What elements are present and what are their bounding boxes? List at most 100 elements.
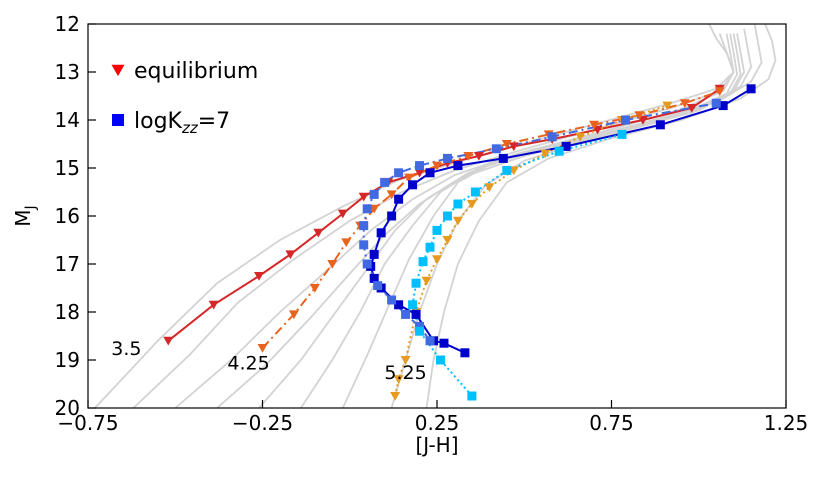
series-4-point-2 <box>439 338 449 348</box>
series-1-point-7 <box>358 192 369 202</box>
series-1-point-4 <box>285 250 296 260</box>
series-4-point-10 <box>376 228 386 238</box>
series-5-point-16 <box>547 132 557 142</box>
series-2-point-17 <box>714 87 725 96</box>
series-2-point-12 <box>501 140 512 149</box>
x-tick-label: 1.25 <box>764 411 809 435</box>
annotation-label-1: 3.5 <box>111 338 141 360</box>
x-tick-label: −0.75 <box>57 411 118 435</box>
series-5-point-11 <box>380 177 390 187</box>
series-1-point-6 <box>337 209 348 219</box>
series-2-point-15 <box>634 111 645 120</box>
y-tick-label: 20 <box>55 396 80 420</box>
series-5-point-2 <box>415 321 425 331</box>
series-6-point-4 <box>408 300 418 310</box>
background-track-8 <box>390 24 763 408</box>
annotation-label-2: 4.25 <box>227 353 269 375</box>
series-5-point-8 <box>359 221 369 231</box>
annotation-label-3: 5.25 <box>384 362 426 384</box>
series-4-point-17 <box>561 141 571 151</box>
series-4-point-14 <box>425 168 435 178</box>
series-3-point-2 <box>393 375 404 384</box>
series-5-point-15 <box>491 144 501 154</box>
series-5-point-5 <box>373 281 383 291</box>
series-6-point-9 <box>442 211 452 221</box>
background-track-9 <box>425 24 777 408</box>
series-5-point-18 <box>711 98 721 108</box>
series-4-point-19 <box>718 101 728 111</box>
series-4-point-7 <box>369 273 379 283</box>
series-6-point-13 <box>554 146 564 156</box>
series-4-point-5 <box>394 300 404 310</box>
series-6-point-12 <box>502 165 512 175</box>
series-5-point-1 <box>425 336 435 346</box>
series-4-point-18 <box>655 120 665 130</box>
series-3-point-15 <box>662 101 673 111</box>
series-2-point-5 <box>341 238 352 248</box>
legend-marker-square <box>112 114 124 126</box>
series-3-point-1 <box>390 392 401 401</box>
series-5-point-17 <box>620 115 630 125</box>
series-4-point-15 <box>453 161 463 171</box>
series-5-point-3 <box>401 309 411 319</box>
legend-label-1: equilibrium <box>134 59 258 84</box>
legend-marker-triangle <box>111 64 125 77</box>
series-3-point-7 <box>442 236 453 245</box>
series-2-point-11 <box>463 152 474 161</box>
background-track-3 <box>174 33 735 408</box>
series-2-point-1 <box>257 344 268 353</box>
x-tick-label: −0.25 <box>232 411 293 435</box>
series-3-point-13 <box>575 132 586 142</box>
background-track-4 <box>216 33 739 408</box>
series-5-point-4 <box>387 295 397 305</box>
series-line-2 <box>261 90 721 349</box>
series-6-point-11 <box>470 187 480 197</box>
series-2-point-14 <box>589 120 600 130</box>
series-line-6 <box>411 133 623 397</box>
y-tick-label: 19 <box>55 348 80 372</box>
series-3-point-8 <box>452 216 463 226</box>
y-tick-label: 13 <box>55 60 80 84</box>
series-4-point-9 <box>369 249 379 259</box>
series-6-point-8 <box>432 225 442 235</box>
series-2-point-8 <box>386 190 397 200</box>
series-5-point-13 <box>415 161 425 171</box>
series-3-point-3 <box>400 356 411 365</box>
background-track-5 <box>258 33 742 408</box>
y-tick-label: 12 <box>55 12 80 36</box>
series-2-point-16 <box>679 99 690 108</box>
series-1-point-5 <box>313 228 324 238</box>
series-6-point-1 <box>467 391 477 401</box>
y-tick-label: 16 <box>55 204 80 228</box>
series-6-point-7 <box>425 242 435 252</box>
series-1-point-12 <box>508 142 519 152</box>
background-track-2 <box>132 33 735 408</box>
y-axis-label: MJ <box>11 205 39 226</box>
series-1-point-2 <box>208 300 219 310</box>
y-tick-label: 14 <box>55 108 80 132</box>
background-track-6 <box>300 33 746 408</box>
series-6-point-2 <box>435 355 445 365</box>
series-6-point-6 <box>418 257 428 267</box>
series-5-point-9 <box>362 204 372 214</box>
x-tick-label: 0.25 <box>415 411 460 435</box>
legend-label-2: logKzz=7 <box>134 109 230 137</box>
series-4-point-1 <box>460 348 470 358</box>
series-4-point-11 <box>387 211 397 221</box>
series-6-point-10 <box>453 199 463 209</box>
x-tick-label: 0.75 <box>589 411 634 435</box>
series-5-point-6 <box>362 259 372 269</box>
series-2-point-3 <box>309 284 320 293</box>
series-4-point-20 <box>746 84 756 94</box>
series-6-point-3 <box>415 326 425 336</box>
series-4-point-4 <box>411 309 421 319</box>
series-6-point-14 <box>617 129 627 139</box>
series-3-point-9 <box>466 200 477 209</box>
series-5-point-7 <box>359 240 369 250</box>
series-1-point-1 <box>163 336 174 346</box>
series-2-point-2 <box>288 310 299 320</box>
series-4-point-12 <box>394 194 404 204</box>
x-axis-label: [J-H] <box>415 433 458 457</box>
series-4-point-13 <box>408 180 418 190</box>
